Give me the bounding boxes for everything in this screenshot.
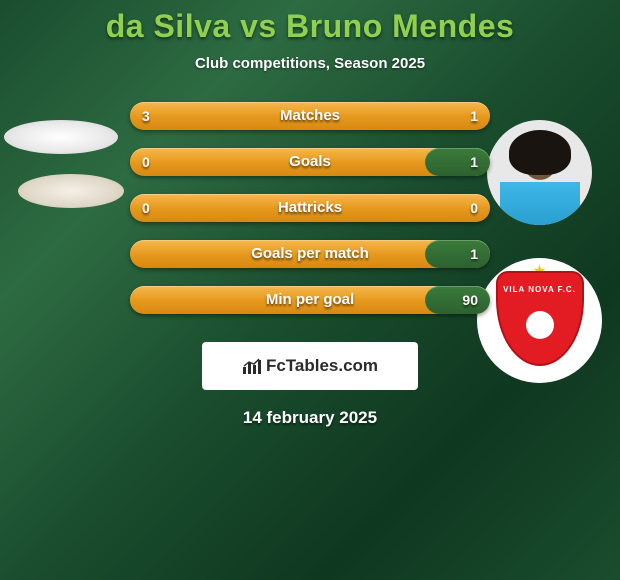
fctables-logo: FcTables.com <box>202 342 418 390</box>
stats-area: 31Matches 01Goals 00Hattricks 1Goals per ma… <box>0 102 620 314</box>
crest-ball-icon <box>526 311 554 339</box>
stat-row: 00Hattricks <box>130 194 490 222</box>
stat-label: Hattricks <box>130 194 490 222</box>
stat-row: 01Goals <box>130 148 490 176</box>
page-title: da Silva vs Bruno Mendes <box>0 8 620 45</box>
date-line: 14 february 2025 <box>0 408 620 428</box>
stat-label: Min per goal <box>130 286 490 314</box>
stat-label: Goals <box>130 148 490 176</box>
chart-icon <box>242 357 264 375</box>
content-container: da Silva vs Bruno Mendes Club competitio… <box>0 0 620 428</box>
stat-row: 90Min per goal <box>130 286 490 314</box>
stat-row: 1Goals per match <box>130 240 490 268</box>
subtitle: Club competitions, Season 2025 <box>0 55 620 72</box>
stat-row: 31Matches <box>130 102 490 130</box>
logo-text: FcTables.com <box>266 356 378 376</box>
stat-label: Goals per match <box>130 240 490 268</box>
stat-label: Matches <box>130 102 490 130</box>
